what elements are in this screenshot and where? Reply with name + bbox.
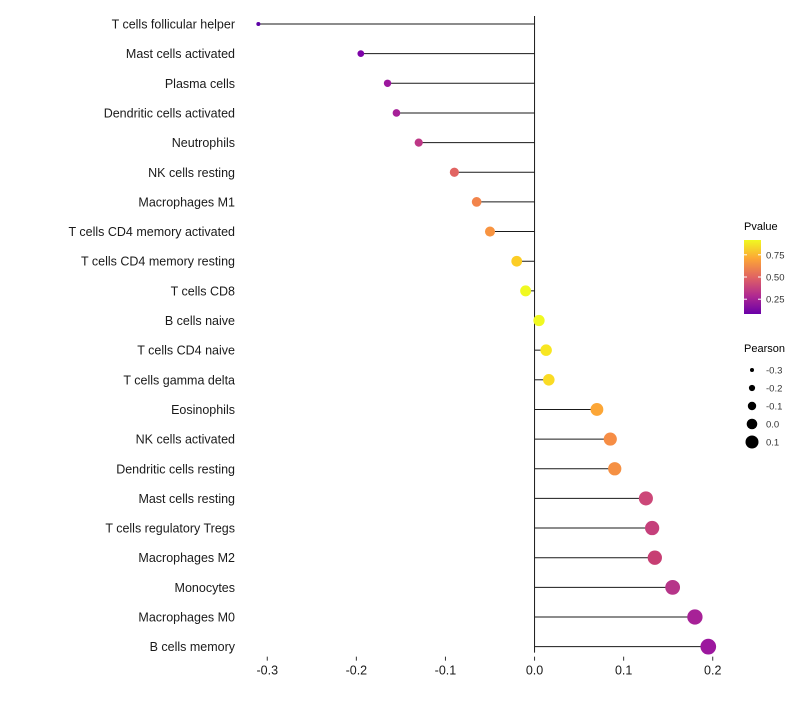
pvalue-legend-label: 0.25 — [766, 295, 785, 306]
lollipop-dot — [414, 138, 423, 147]
pearson-legend-title: Pearson — [744, 343, 785, 355]
category-label: Macrophages M0 — [138, 611, 235, 625]
category-label: B cells naive — [165, 314, 235, 328]
category-label: Neutrophils — [172, 136, 235, 150]
x-tick-label: 0.0 — [526, 664, 543, 678]
category-label: T cells follicular helper — [112, 18, 235, 32]
lollipop-dot — [533, 314, 545, 327]
category-label: NK cells resting — [148, 166, 235, 180]
lollipop-dot — [520, 285, 532, 297]
lollipop-dot — [608, 462, 622, 476]
lollipop-dot — [357, 50, 365, 58]
category-label: T cells CD4 memory activated — [69, 225, 236, 239]
category-label: Eosinophils — [171, 403, 235, 417]
lollipop-dot — [392, 109, 401, 117]
pvalue-legend-label: 0.75 — [766, 250, 785, 261]
lollipop-dot — [543, 374, 555, 386]
category-label: T cells CD8 — [171, 284, 235, 298]
x-tick-label: -0.1 — [435, 664, 457, 678]
pearson-legend-label: -0.2 — [766, 384, 782, 395]
lollipop-dot — [471, 197, 482, 207]
category-label: Monocytes — [175, 581, 235, 595]
lollipop-dot — [383, 79, 392, 88]
category-label: T cells regulatory Tregs — [105, 522, 235, 536]
pearson-legend-dot — [747, 401, 757, 411]
lollipop-dot — [603, 432, 617, 446]
pearson-legend-label: -0.3 — [766, 366, 782, 377]
lollipop-dot — [700, 638, 717, 655]
x-tick-label: -0.2 — [346, 664, 368, 678]
lollipop-dot — [511, 255, 523, 267]
lollipop-dot — [665, 579, 681, 595]
pvalue-legend-label: 0.50 — [766, 273, 785, 284]
category-label: Dendritic cells activated — [104, 106, 235, 120]
pearson-legend-label: 0.1 — [766, 438, 779, 449]
category-label: Macrophages M1 — [138, 195, 235, 209]
lollipop-dot — [645, 520, 660, 536]
lollipop-dot — [256, 21, 261, 27]
pearson-legend-dot — [748, 384, 756, 392]
lollipop-dot — [647, 550, 662, 565]
category-label: Mast cells activated — [126, 47, 235, 61]
lollipop-dot — [638, 491, 653, 506]
x-tick-label: 0.1 — [615, 664, 632, 678]
category-label: Macrophages M2 — [138, 551, 235, 565]
category-label: T cells CD4 memory resting — [81, 255, 235, 269]
category-label: T cells gamma delta — [123, 373, 235, 387]
pearson-legend-label: -0.1 — [766, 402, 782, 413]
lollipop-dot — [449, 167, 459, 177]
lollipop-dot — [540, 344, 552, 356]
pvalue-gradient-bar — [744, 240, 761, 314]
lollipop-dot — [687, 609, 703, 625]
category-label: Dendritic cells resting — [116, 462, 235, 476]
pearson-legend-dot — [750, 368, 754, 372]
pearson-legend-dot — [745, 435, 759, 449]
x-tick-label: -0.3 — [256, 664, 278, 678]
pearson-legend-label: 0.0 — [766, 420, 779, 431]
lollipop-dot — [590, 403, 604, 416]
category-label: NK cells activated — [136, 433, 235, 447]
category-label: T cells CD4 naive — [137, 344, 235, 358]
pearson-legend-dot — [746, 418, 758, 430]
lollipop-dot — [484, 226, 496, 237]
category-label: Mast cells resting — [138, 492, 235, 506]
pvalue-legend-title: Pvalue — [744, 221, 778, 233]
category-label: B cells memory — [150, 640, 236, 654]
x-tick-label: 0.2 — [704, 664, 721, 678]
category-label: Plasma cells — [165, 77, 235, 91]
